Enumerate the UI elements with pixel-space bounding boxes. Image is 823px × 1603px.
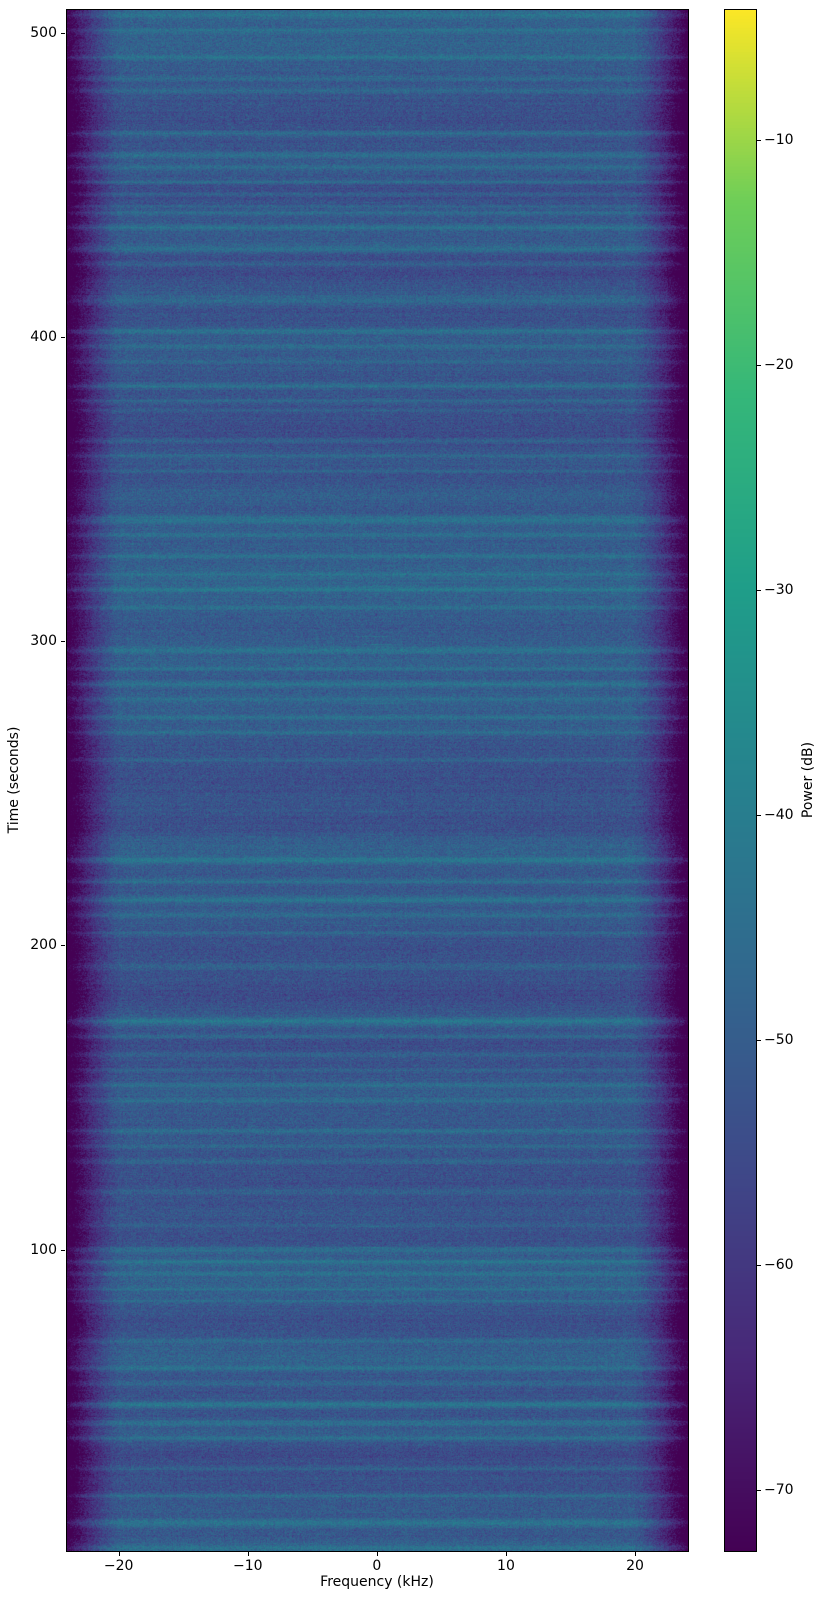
x-tick-label: −20 — [103, 1558, 134, 1574]
x-tick-mark — [635, 1552, 637, 1556]
x-tick-label: 20 — [626, 1558, 644, 1574]
x-tick-mark — [505, 1552, 507, 1556]
colorbar-gradient-canvas — [725, 10, 756, 1551]
colorbar-tick-mark — [757, 140, 761, 142]
y-tick-mark — [61, 33, 65, 35]
x-tick-label: 10 — [497, 1558, 515, 1574]
y-tick-label: 500 — [30, 25, 57, 42]
spectrogram-canvas — [67, 10, 688, 1551]
x-tick-mark — [376, 1552, 378, 1556]
x-tick-mark — [247, 1552, 249, 1556]
y-tick-mark — [61, 337, 65, 339]
colorbar-tick-label: −10 — [764, 132, 794, 149]
y-tick-mark — [61, 1249, 65, 1251]
x-tick-mark — [118, 1552, 120, 1556]
colorbar-tick-mark — [757, 815, 761, 817]
y-tick-label: 100 — [30, 1241, 57, 1258]
y-tick-mark — [61, 945, 65, 947]
colorbar-tick-label: −50 — [764, 1032, 794, 1049]
colorbar-tick-label: −70 — [764, 1482, 794, 1499]
y-tick-label: 200 — [30, 937, 57, 954]
colorbar-tick-label: −40 — [764, 807, 794, 824]
colorbar-tick-mark — [757, 1490, 761, 1492]
colorbar-tick-label: −20 — [764, 357, 794, 374]
colorbar — [724, 9, 757, 1552]
y-tick-label: 400 — [30, 329, 57, 346]
colorbar-tick-label: −60 — [764, 1257, 794, 1274]
colorbar-tick-mark — [757, 365, 761, 367]
colorbar-tick-mark — [757, 1040, 761, 1042]
x-tick-label: −10 — [232, 1558, 263, 1574]
y-tick-label: 300 — [30, 633, 57, 650]
x-axis-label: Frequency (kHz) — [320, 1574, 434, 1590]
colorbar-label: Power (dB) — [800, 741, 816, 819]
y-tick-mark — [61, 641, 65, 643]
colorbar-tick-label: −30 — [764, 582, 794, 599]
plot-axes — [66, 9, 689, 1552]
y-axis-label: Time (seconds) — [6, 726, 22, 834]
x-tick-label: 0 — [372, 1558, 382, 1574]
colorbar-tick-mark — [757, 1265, 761, 1267]
colorbar-tick-mark — [757, 590, 761, 592]
